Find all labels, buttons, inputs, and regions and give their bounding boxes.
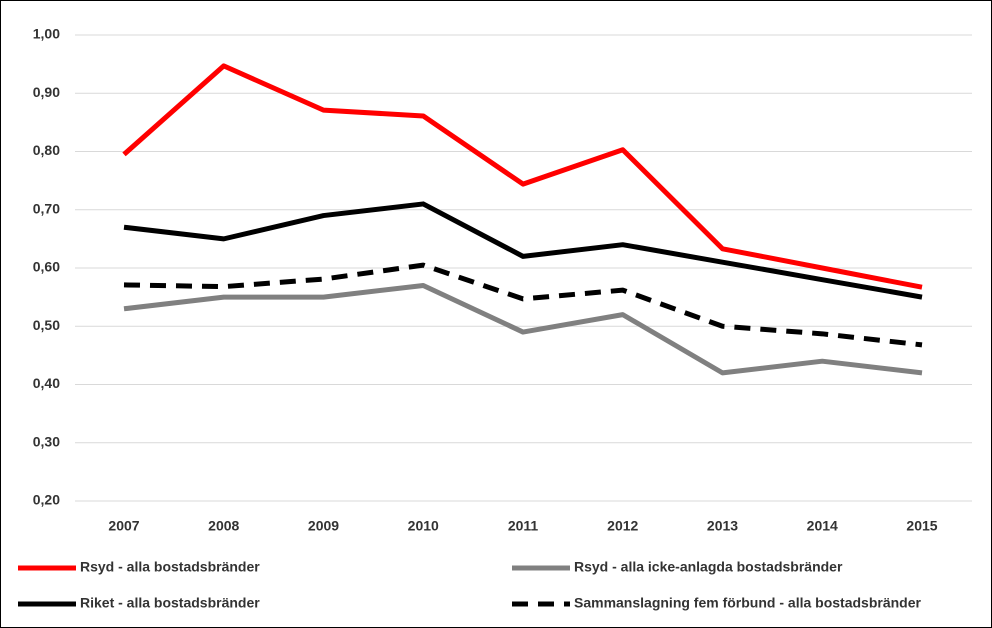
x-tick-label: 2015 xyxy=(906,518,937,534)
y-tick-label: 0,30 xyxy=(33,433,60,449)
series-line xyxy=(123,201,923,300)
x-tick-label: 2009 xyxy=(308,518,339,534)
y-tick-label: 0,40 xyxy=(33,375,60,391)
series-line xyxy=(123,262,923,348)
y-tick-label: 0,20 xyxy=(33,492,60,508)
series-line xyxy=(123,282,923,376)
x-tick-label: 2011 xyxy=(508,518,539,534)
y-tick-label: 0,60 xyxy=(33,259,60,275)
legend-label: Sammanslagning fem förbund - alla bostad… xyxy=(574,595,921,611)
x-tick-label: 2008 xyxy=(208,518,239,534)
x-tick-label: 2013 xyxy=(707,518,738,534)
x-tick-label: 2012 xyxy=(607,518,638,534)
y-tick-label: 0,80 xyxy=(33,142,60,158)
x-tick-label: 2007 xyxy=(108,518,139,534)
legend-label: Rsyd - alla icke-anlagda bostadsbränder xyxy=(574,559,843,575)
x-tick-label: 2014 xyxy=(807,518,838,534)
y-tick-label: 0,90 xyxy=(33,84,60,100)
legend-label: Riket - alla bostadsbränder xyxy=(80,595,260,611)
series-line xyxy=(122,63,923,290)
y-tick-label: 0,50 xyxy=(33,317,60,333)
x-tick-label: 2010 xyxy=(408,518,439,534)
y-tick-label: 1,00 xyxy=(33,26,60,42)
y-tick-label: 0,70 xyxy=(33,200,60,216)
legend-label: Rsyd - alla bostadsbränder xyxy=(80,559,260,575)
